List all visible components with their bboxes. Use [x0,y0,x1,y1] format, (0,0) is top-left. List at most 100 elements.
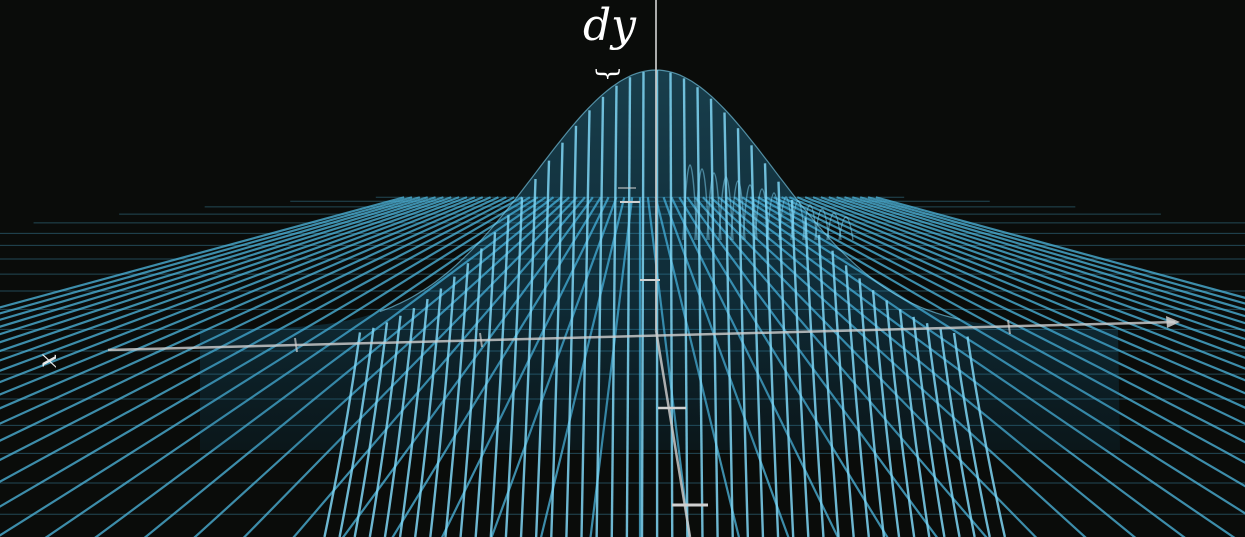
slice-line [474,232,497,537]
grid-line [0,196,413,315]
gaussian-surface [200,70,1120,450]
cross-section-slices [323,69,1007,537]
slice-line [353,322,389,537]
grid-line [0,196,468,372]
slice-line [804,217,825,537]
ripple-line [742,184,758,241]
grid-line [0,196,484,396]
surface-body [200,70,1120,450]
slice-line [925,323,961,537]
slice-line [444,263,470,537]
slice-line [844,265,870,537]
grid-line [788,196,1245,395]
grid-line [0,196,507,442]
ripple-line [766,192,782,241]
slice-line [912,316,946,537]
slice-line [565,125,578,537]
grid-line [0,196,531,508]
ripple-line [790,200,806,241]
grid-line [844,196,1245,325]
slice-line [504,197,524,537]
grid-line [0,196,429,328]
slice-line [939,328,976,537]
slice-line [323,332,362,537]
grid-line [0,196,476,384]
grid-line [0,196,436,336]
slice-line [817,234,840,537]
slice-line [790,199,810,537]
brace-icon: } [593,66,623,83]
ripple-line [718,176,734,241]
slice-line [459,248,483,537]
slice-line [669,72,674,537]
slice-line [966,336,1007,537]
grid-line [851,196,1245,318]
slice-line [550,142,564,537]
slice-line [750,145,765,537]
slice-line [640,71,645,537]
slice-line [831,250,855,537]
ripple-line [682,164,698,241]
grid-line [0,196,452,353]
slice-line [489,215,510,537]
tick-mark [479,332,483,348]
slice-line [610,85,618,537]
grid-line [0,196,444,344]
grid-line [0,196,421,321]
grid-line [749,196,1245,488]
slice-line [580,110,591,537]
grid-line [796,196,1245,382]
grid-line [0,196,523,483]
axes [107,0,1180,537]
grid-line [765,196,1245,444]
slice-line [898,309,931,537]
grid-line [757,196,1245,464]
slice-line [429,276,456,537]
grid-line [0,196,515,462]
grid-line [804,196,1245,370]
slice-line [338,327,375,537]
ripple-line [838,216,854,241]
slice-line [595,96,605,537]
slice-line [952,332,991,537]
y-axis [654,329,692,537]
slice-line [858,278,886,537]
grid-line [773,196,1245,426]
dy-label: dy [583,0,637,51]
grid-line [859,196,1245,311]
ripple-line [694,168,710,241]
slice-line [383,307,416,537]
grid-line [0,196,539,537]
ripple-line [706,172,722,241]
grid-line [867,196,1245,305]
left-axis-label: x [33,353,63,368]
slice-line [534,160,551,537]
grid-line [836,196,1245,332]
slice-line [696,87,704,537]
slice-line [723,112,734,537]
tick-mark [1007,319,1011,335]
ripple-line [826,212,842,241]
slice-line [414,288,443,537]
grid-line [820,196,1245,350]
grid-line [0,196,405,309]
grid-line [875,196,1245,299]
ripple-line [814,208,830,241]
grid-line [0,196,492,410]
slice-line [625,77,632,537]
surface-outline [379,69,961,321]
ripple-line [754,188,770,241]
slice-line [871,290,901,537]
grid-line [0,196,460,362]
grid-line [812,196,1245,359]
grid-line [828,196,1245,341]
grid-line [781,196,1245,409]
grid-line [0,196,499,425]
slice-line [398,298,429,537]
slice-line [682,78,689,537]
slice-line [709,98,719,537]
tick-mark [294,337,298,353]
ripple-line [802,204,818,241]
x-axis [107,320,1176,352]
